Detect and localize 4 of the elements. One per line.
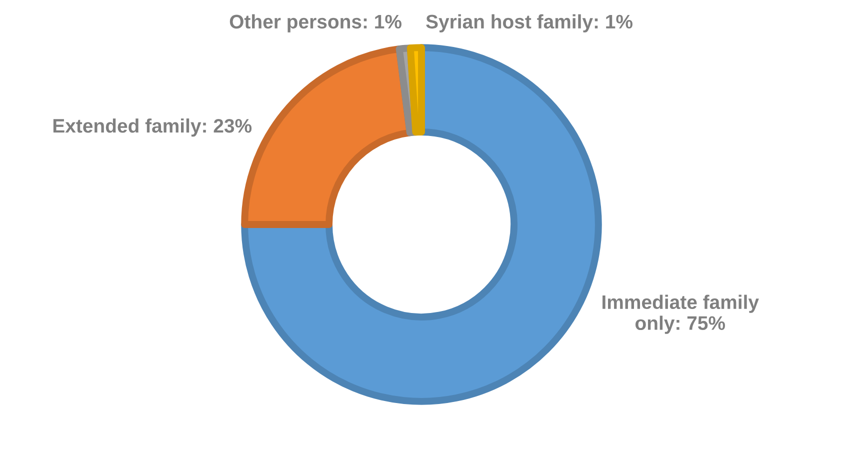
slice-label: Other persons: 1% xyxy=(230,14,402,32)
slice-label: Extended family: 23% xyxy=(53,118,252,137)
slice-label: Immediate family only: 75% xyxy=(602,294,759,334)
slice-label: Syrian host family: 1% xyxy=(426,14,632,32)
